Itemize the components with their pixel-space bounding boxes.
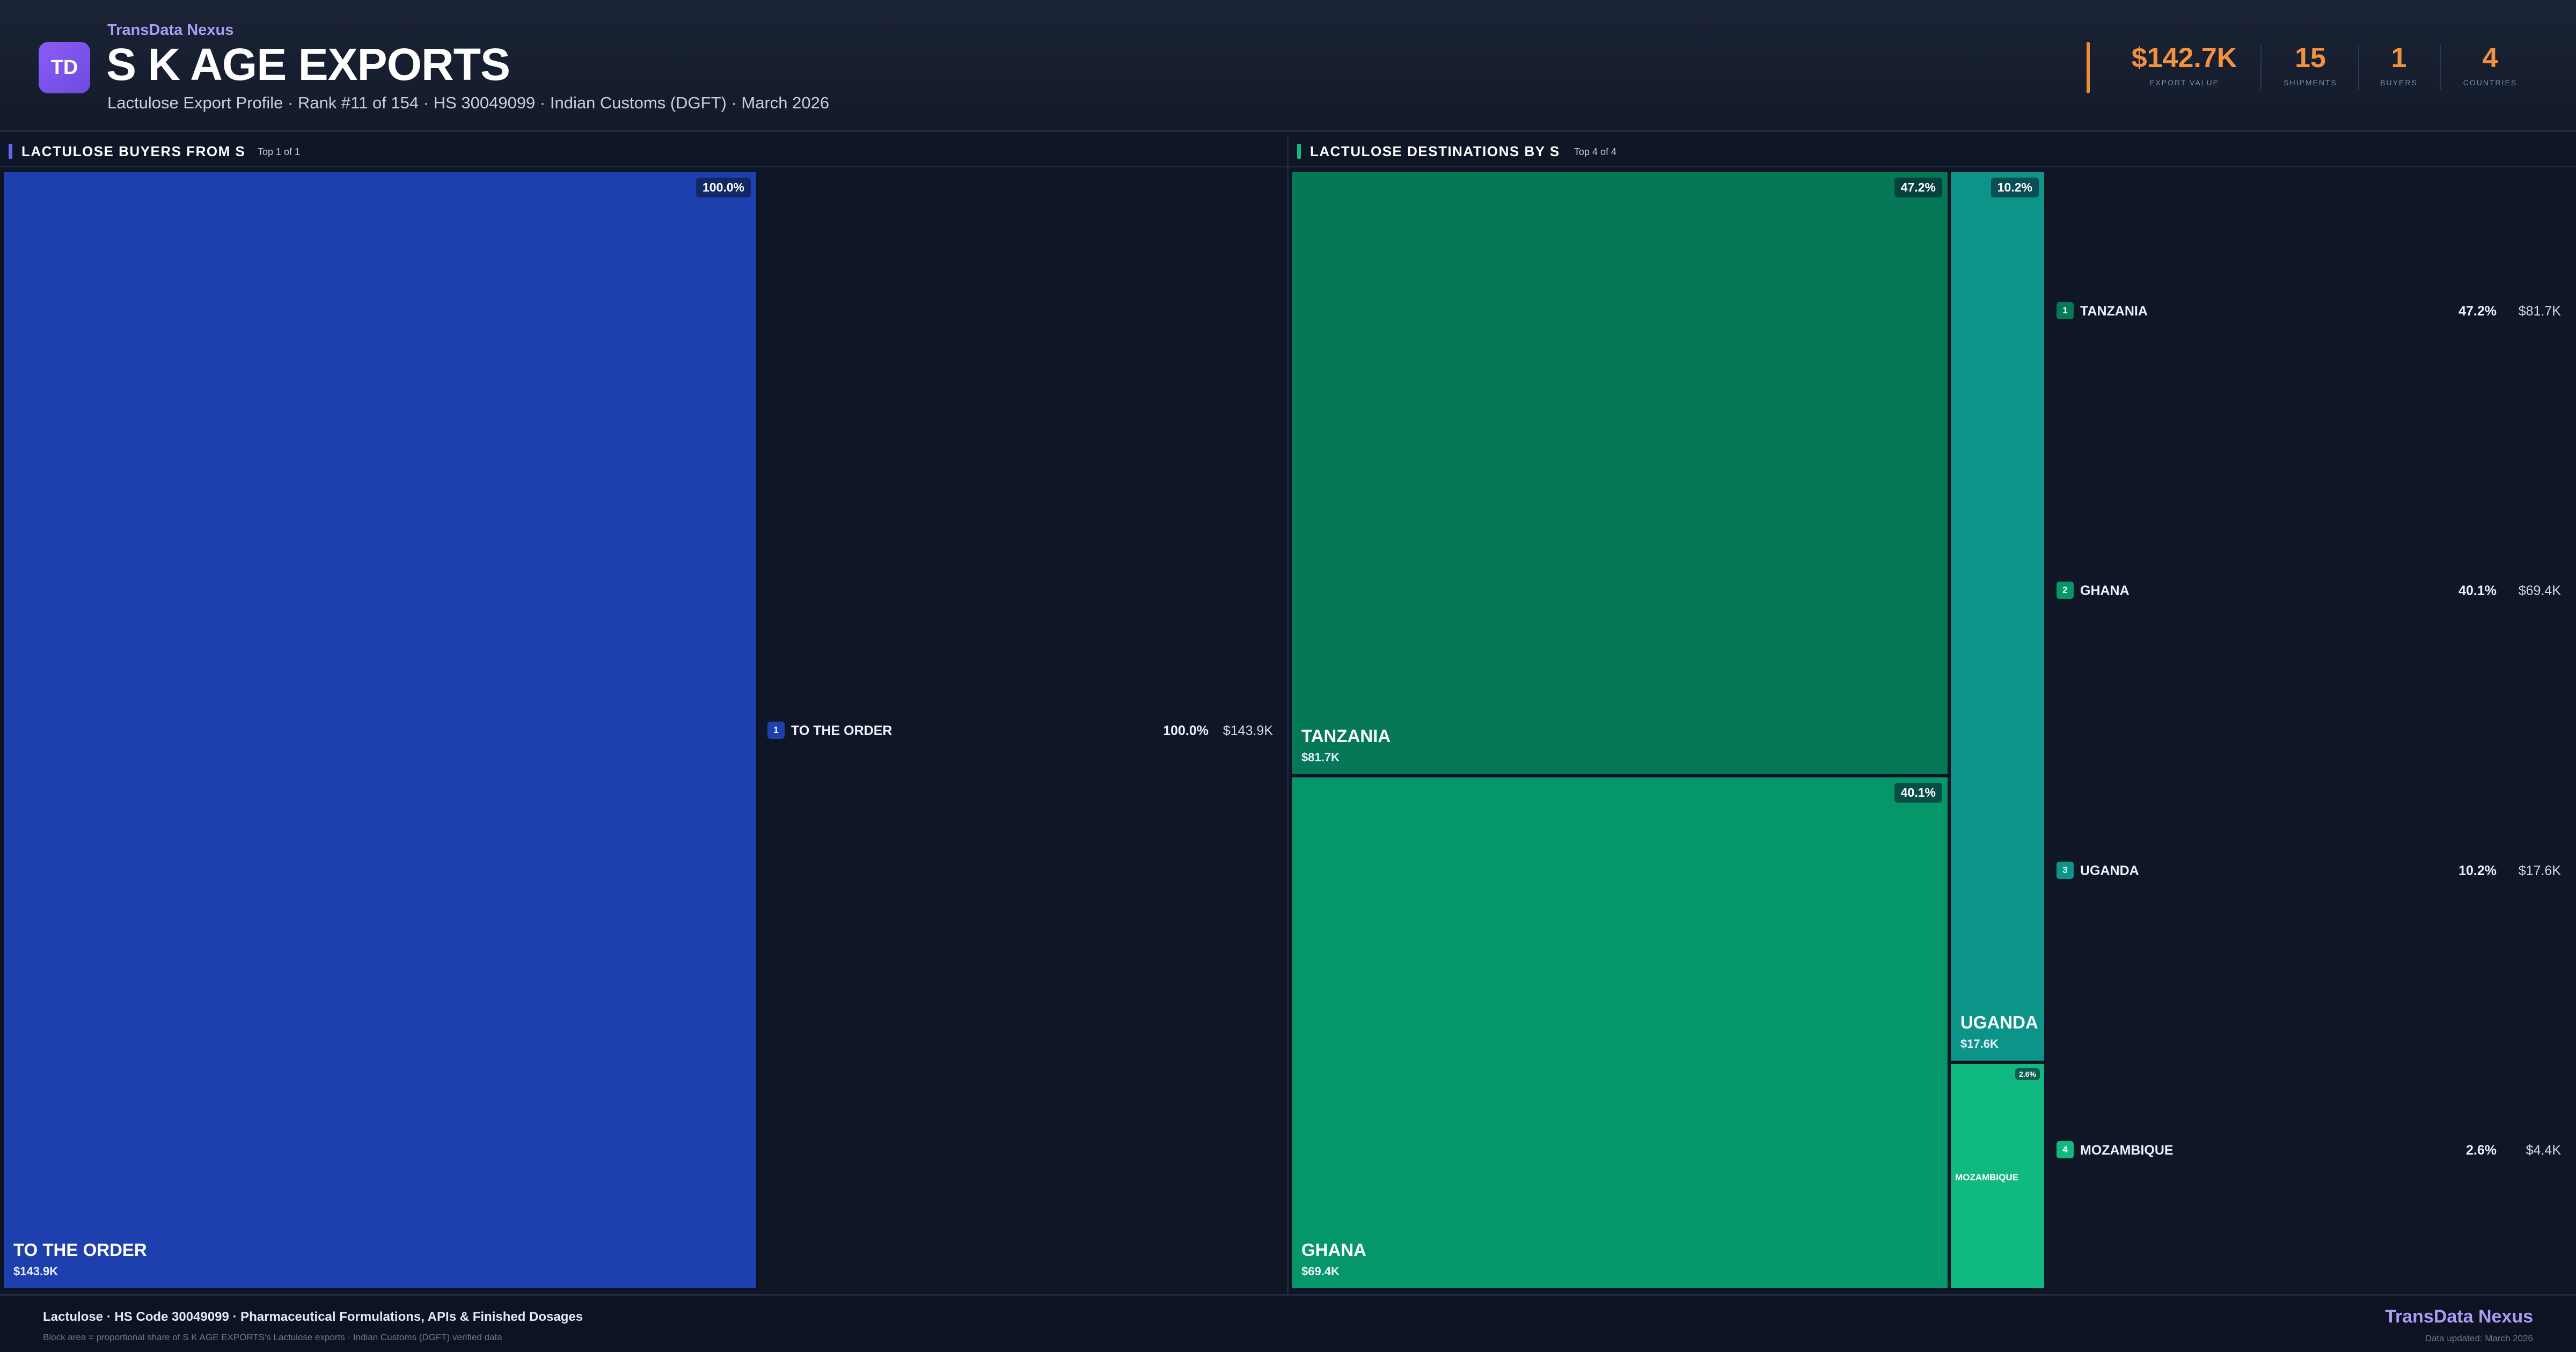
brand-logo: TD (39, 42, 90, 93)
legend-item[interactable]: 1 TO THE ORDER 100.0% $143.9K (767, 721, 1273, 739)
cell-value: $69.4K (1301, 1264, 1340, 1278)
panel-count: Top 1 of 1 (258, 146, 301, 157)
legend-item[interactable]: 2 GHANA 40.1% $69.4K (2057, 581, 2561, 599)
footer-updated: Data updated: March 2026 (2425, 1333, 2533, 1343)
cell-label: UGANDA (1960, 1012, 2038, 1033)
kpi-shipments: 15 SHIPMENTS (2265, 42, 2356, 93)
cell-value: $81.7K (1301, 750, 1340, 764)
kpi-accent-bar (2087, 42, 2090, 93)
page-subtitle: Lactulose Export Profile · Rank #11 of 1… (107, 93, 830, 112)
cell-label: TO THE ORDER (13, 1240, 147, 1260)
footer-note: Block area = proportional share of S K A… (43, 1332, 502, 1342)
legend-rank: 1 (2057, 302, 2074, 319)
panel-divider (1287, 135, 1289, 1294)
panel-count: Top 4 of 4 (1574, 146, 1617, 157)
legend-item[interactable]: 4 MOZAMBIQUE 2.6% $4.4K (2057, 1141, 2561, 1159)
kpi-countries: 4 COUNTRIES (2445, 42, 2536, 93)
kpi-divider (2260, 45, 2262, 90)
kpi-label: SHIPMENTS (2284, 78, 2337, 87)
treemap-cell[interactable]: 47.2% TANZANIA $81.7K (1290, 171, 1949, 776)
cell-label: MOZAMBIQUE (1955, 1172, 2018, 1183)
treemap-cell[interactable]: 2.6% MOZAMBIQUE (1949, 1062, 2046, 1290)
legend-rank: 3 (2057, 861, 2074, 879)
kpi-divider (2358, 45, 2359, 90)
cell-share-badge: 2.6% (2015, 1068, 2040, 1081)
page-header: TD TransData Nexus S K AGE EXPORTS Lactu… (0, 0, 2576, 132)
treemap-cell[interactable]: 40.1% GHANA $69.4K (1290, 775, 1949, 1290)
treemap-cell[interactable]: 100.0% TO THE ORDER $143.9K (2, 171, 758, 1290)
cell-value: $17.6K (1960, 1037, 1999, 1051)
kpi-buyers: 1 BUYERS (2361, 42, 2436, 93)
legend-name: GHANA (2080, 583, 2129, 599)
page-title: S K AGE EXPORTS (106, 39, 510, 90)
legend-share: 40.1% (2458, 583, 2497, 599)
cell-label: GHANA (1301, 1239, 1366, 1260)
kpi-value: $142.7K (2131, 42, 2237, 74)
legend-share: 100.0% (1163, 723, 1209, 738)
panel-accent-bar (1297, 144, 1301, 159)
kpi-label: EXPORT VALUE (2149, 78, 2219, 87)
panel-accent-bar (9, 144, 12, 159)
legend-item[interactable]: 3 UGANDA 10.2% $17.6K (2057, 861, 2561, 879)
buyers-panel-header: LACTULOSE BUYERS FROM S Top 1 of 1 (0, 135, 1287, 167)
kpi-value: 1 (2391, 42, 2407, 74)
footer-description: Lactulose · HS Code 30049099 · Pharmaceu… (43, 1310, 583, 1324)
cell-share-badge: 100.0% (696, 178, 751, 197)
legend-rank: 4 (2057, 1141, 2074, 1159)
legend-value: $143.9K (1223, 723, 1273, 738)
panel-title: LACTULOSE DESTINATIONS BY S (1310, 143, 1560, 159)
kpi-divider (2440, 45, 2441, 90)
kpi-label: COUNTRIES (2463, 78, 2518, 87)
legend-share: 47.2% (2458, 303, 2497, 319)
kpi-export-value: $142.7K EXPORT VALUE (2109, 42, 2259, 93)
legend-value: $81.7K (2518, 303, 2561, 319)
kpi-label: BUYERS (2380, 78, 2418, 87)
legend-value: $17.6K (2518, 863, 2561, 878)
cell-share-badge: 10.2% (1990, 178, 2039, 197)
destinations-panel-header: LACTULOSE DESTINATIONS BY S Top 4 of 4 (1289, 135, 2576, 167)
legend-share: 10.2% (2458, 863, 2497, 878)
legend-value: $69.4K (2518, 583, 2561, 599)
cell-label: TANZANIA (1301, 725, 1391, 746)
cell-share-badge: 47.2% (1894, 178, 1942, 197)
cell-share-badge: 40.1% (1894, 782, 1942, 803)
legend-rank: 2 (2057, 582, 2074, 599)
panel-title: LACTULOSE BUYERS FROM S (21, 143, 246, 159)
cell-value: $143.9K (13, 1265, 58, 1278)
legend-value: $4.4K (2526, 1143, 2561, 1158)
legend-name: MOZAMBIQUE (2080, 1143, 2174, 1158)
legend-share: 2.6% (2466, 1143, 2497, 1158)
legend-name: UGANDA (2080, 863, 2139, 878)
footer-brand: TransData Nexus (2385, 1306, 2533, 1327)
treemap-cell[interactable]: 10.2% UGANDA $17.6K (1949, 171, 2046, 1063)
kpi-value: 4 (2482, 42, 2498, 74)
page-footer: Lactulose · HS Code 30049099 · Pharmaceu… (0, 1294, 2576, 1352)
legend-name: TO THE ORDER (791, 723, 892, 738)
kpi-value: 15 (2295, 42, 2326, 74)
legend-rank: 1 (767, 722, 785, 739)
legend-name: TANZANIA (2080, 303, 2148, 319)
brand-name: TransData Nexus (107, 21, 234, 39)
legend-item[interactable]: 1 TANZANIA 47.2% $81.7K (2057, 302, 2561, 320)
